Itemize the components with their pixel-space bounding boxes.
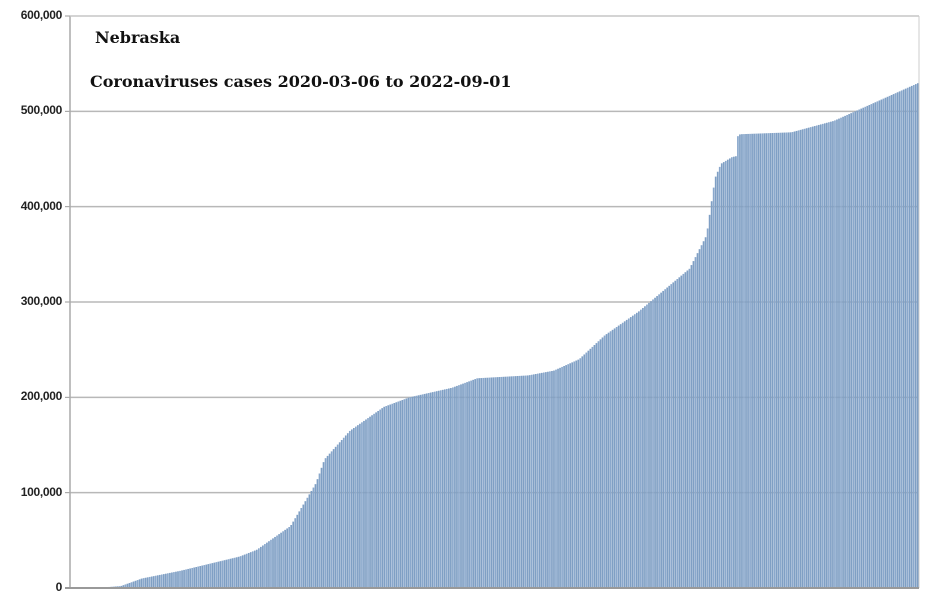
axes [65,15,920,589]
y-tick-label: 200,000 [20,389,63,404]
bars [96,83,919,589]
y-tick-label: 0 [55,580,63,594]
y-tick-label: 500,000 [20,103,63,118]
chart-title: Nebraska [95,28,181,47]
y-tick-label: 300,000 [20,294,63,308]
y-tick-label: 600,000 [20,8,63,22]
y-tick-label: 400,000 [20,198,63,213]
chart-subtitle: Coronaviruses cases 2020-03-06 to 2022-0… [90,72,512,91]
y-tick-label: 100,000 [20,484,63,499]
